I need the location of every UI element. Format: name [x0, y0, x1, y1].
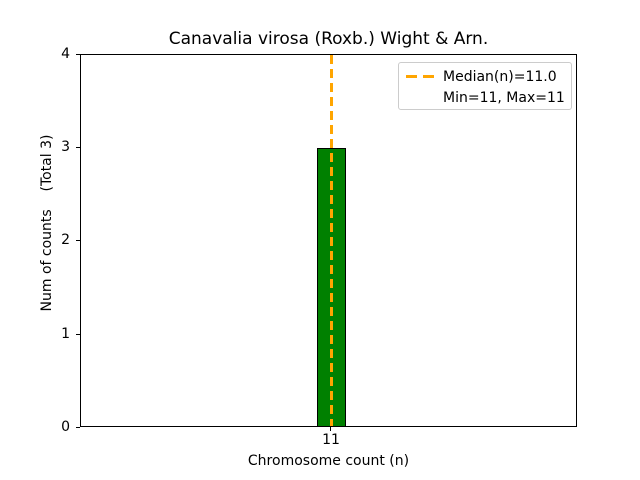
ytick-mark-0 — [76, 427, 80, 428]
xtick-label-11: 11 — [322, 432, 340, 448]
ytick-label-3: 3 — [61, 139, 70, 155]
orange-dashed-line-icon — [406, 75, 434, 78]
ytick-label-2: 2 — [61, 232, 70, 248]
legend-label-min-max: Min=11, Max=11 — [443, 89, 565, 106]
plot-area — [80, 54, 577, 427]
legend-entry-min-max: Min=11, Max=11 — [406, 87, 565, 108]
ytick-mark-3 — [76, 147, 80, 148]
ytick-mark-1 — [76, 334, 80, 335]
x-axis-label: Chromosome count (n) — [247, 453, 410, 469]
xtick-mark-11 — [330, 427, 331, 431]
legend-box: Median(n)=11.0 Min=11, Max=11 — [398, 62, 572, 110]
ytick-label-4: 4 — [61, 46, 70, 62]
legend-label-median: Median(n)=11.0 — [443, 68, 557, 85]
median-dashed-line — [330, 55, 333, 426]
y-axis-label-text: Num of counts (Total 3) — [39, 134, 55, 312]
legend-entry-median: Median(n)=11.0 — [406, 66, 565, 87]
legend-empty-marker — [406, 96, 434, 99]
chart-title: Canavalia virosa (Roxb.) Wight & Arn. — [168, 29, 489, 49]
ytick-label-0: 0 — [61, 419, 70, 435]
ytick-label-1: 1 — [61, 326, 70, 342]
ytick-mark-2 — [76, 240, 80, 241]
ytick-mark-4 — [76, 54, 80, 55]
